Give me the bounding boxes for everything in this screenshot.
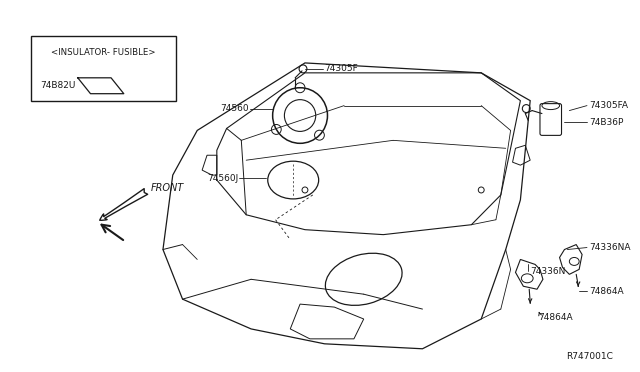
Text: 74305F: 74305F bbox=[324, 64, 358, 73]
Text: 74336N: 74336N bbox=[530, 267, 566, 276]
Text: FRONT: FRONT bbox=[151, 183, 184, 193]
Text: 74305FA: 74305FA bbox=[589, 101, 628, 110]
Bar bbox=[31, 36, 176, 101]
Text: <INSULATOR- FUSIBLE>: <INSULATOR- FUSIBLE> bbox=[51, 48, 156, 57]
Text: 74336NA: 74336NA bbox=[589, 243, 630, 252]
Text: R747001C: R747001C bbox=[566, 352, 613, 361]
Text: 74864A: 74864A bbox=[589, 287, 623, 296]
Text: 74B82U: 74B82U bbox=[40, 81, 76, 90]
Text: 74B36P: 74B36P bbox=[589, 118, 623, 127]
Text: 74560J: 74560J bbox=[207, 174, 238, 183]
Text: 74560: 74560 bbox=[221, 104, 249, 113]
Text: 74864A: 74864A bbox=[538, 312, 573, 321]
